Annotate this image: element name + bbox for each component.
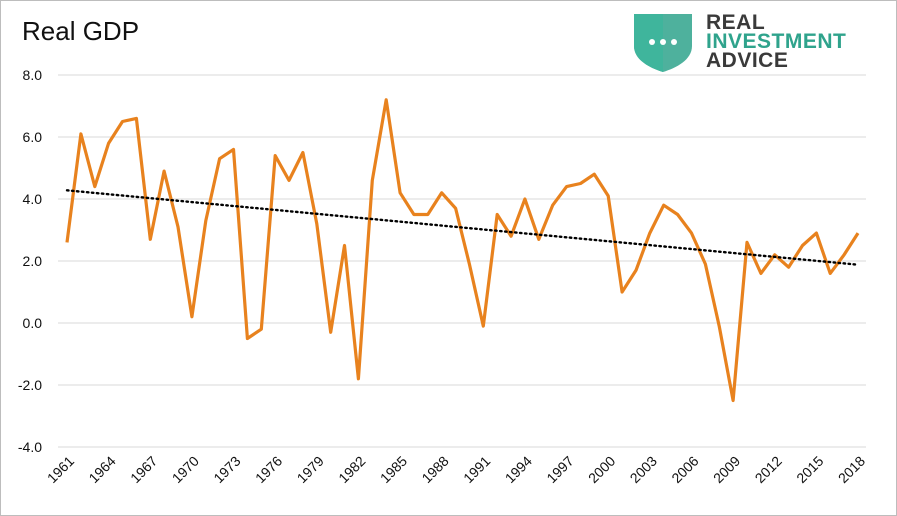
x-tick-label: 2003: [627, 453, 660, 486]
x-tick-label: 1976: [252, 453, 285, 486]
y-tick-label: 2.0: [23, 253, 43, 269]
x-tick-label: 1979: [294, 453, 327, 486]
chart-title: Real GDP: [22, 16, 140, 46]
shield-icon: [634, 14, 692, 72]
x-tick-label: 1970: [169, 453, 202, 486]
x-tick-label: 1991: [460, 453, 493, 486]
x-tick-label: 2015: [793, 453, 826, 486]
series-layer: [65, 98, 860, 403]
brand-line-2: INVESTMENT: [706, 30, 847, 53]
y-tick-label: -2.0: [18, 377, 42, 393]
y-axis-ticks: 8.0 6.0 4.0 2.0 0.0 -2.0 -4.0: [18, 67, 42, 455]
x-tick-label: 1964: [85, 453, 118, 486]
brand-logo: REAL INVESTMENT ADVICE: [630, 12, 880, 72]
y-tick-label: 4.0: [23, 191, 43, 207]
x-tick-label: 1967: [127, 453, 160, 486]
x-tick-label: 1988: [418, 453, 451, 486]
x-tick-label: 1994: [502, 453, 535, 486]
x-tick-label: 1973: [210, 453, 243, 486]
x-tick-label: 1961: [44, 453, 77, 486]
x-tick-label: 1997: [543, 453, 576, 486]
x-tick-label: 2009: [710, 453, 743, 486]
y-tick-label: -4.0: [18, 439, 42, 455]
brand-wordmark: REAL INVESTMENT ADVICE: [706, 11, 847, 72]
x-tick-label: 2000: [585, 453, 618, 486]
x-tick-label: 2012: [752, 453, 785, 486]
series-trendline: [65, 189, 860, 266]
x-axis-ticks: 1961 1964 1967 1970 1973 1976 1979 1982 1985 1988…: [44, 453, 868, 486]
y-tick-label: 6.0: [23, 129, 43, 145]
series-real-gdp-line: [65, 98, 860, 403]
x-tick-label: 2006: [668, 453, 701, 486]
brand-line-1: REAL: [706, 11, 766, 34]
brand-line-3: ADVICE: [706, 49, 789, 72]
x-tick-label: 2018: [835, 453, 868, 486]
x-tick-label: 1985: [377, 453, 410, 486]
y-tick-label: 0.0: [23, 315, 43, 331]
x-tick-label: 1982: [335, 453, 368, 486]
y-tick-label: 8.0: [23, 67, 43, 83]
